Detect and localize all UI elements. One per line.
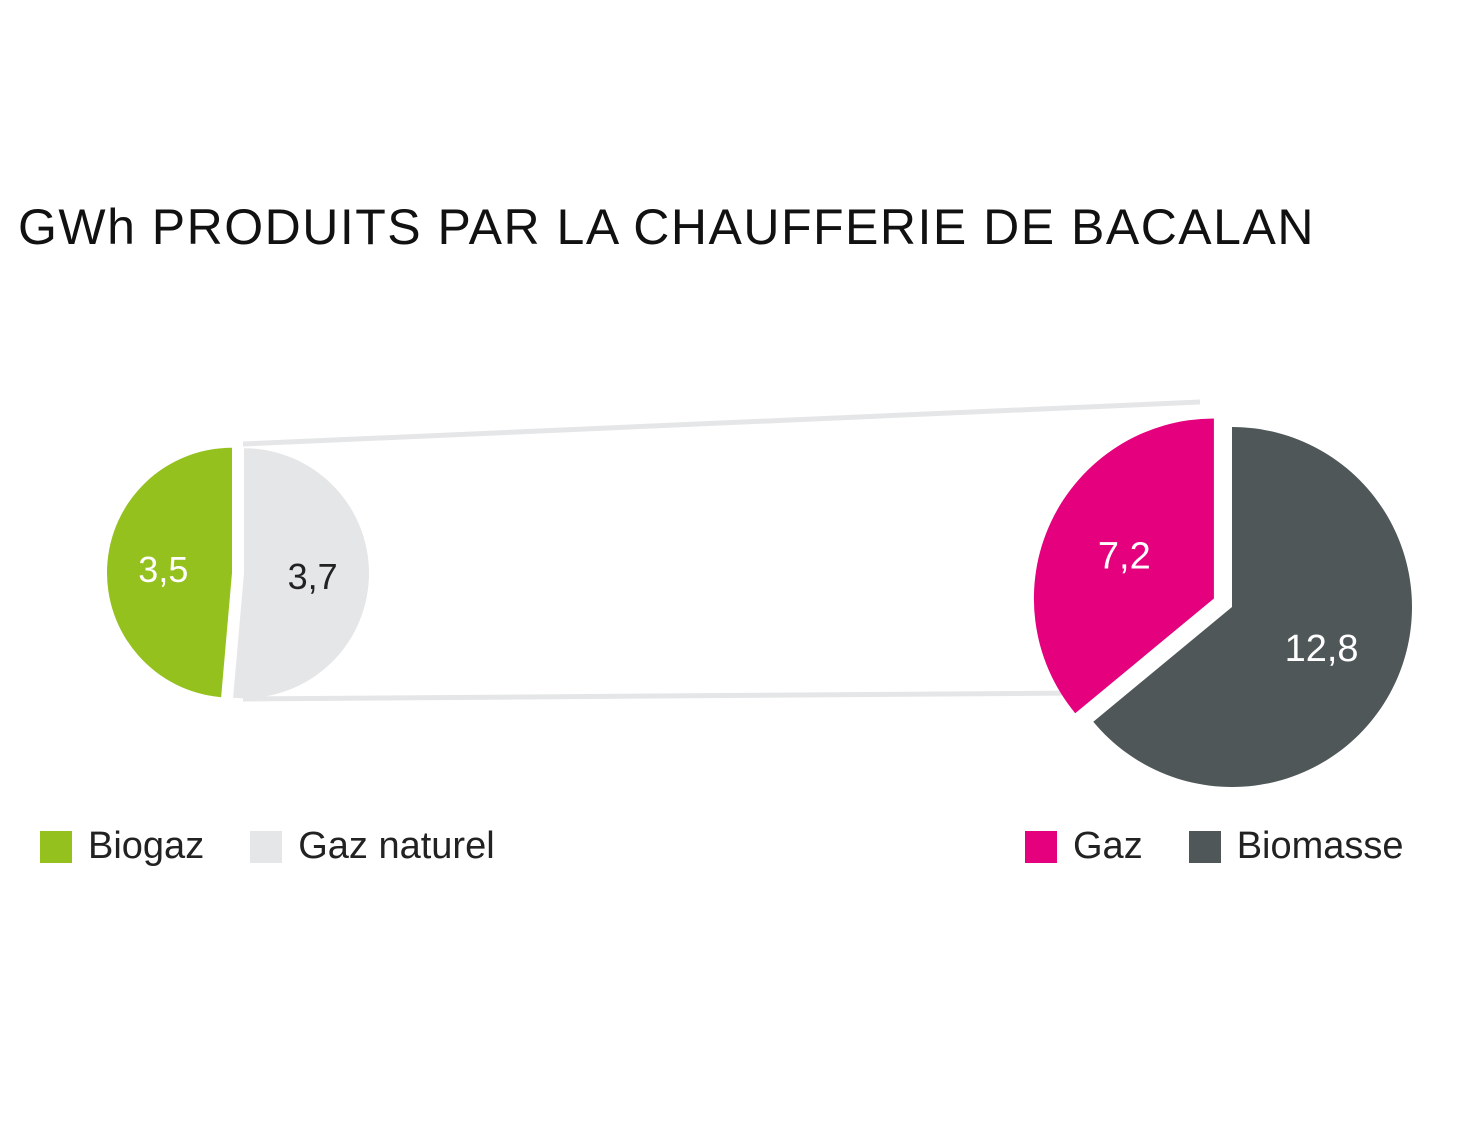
connector-line-bottom: [242, 690, 1079, 702]
pie-right: 7,2 12,8: [1033, 418, 1412, 787]
connector-line-top: [242, 399, 1201, 447]
pie-left: 3,5 3,7: [107, 447, 369, 699]
legend-item-biomasse: Biomasse: [1188, 825, 1404, 868]
legend-item-gaz-naturel: Gaz naturel: [250, 825, 495, 868]
pie-value-label-gaz-naturel: 3,7: [288, 556, 338, 597]
legend-label-biomasse: Biomasse: [1236, 825, 1404, 867]
legend-right: Gaz Biomasse: [1025, 825, 1404, 868]
pie-value-label-gaz: 7,2: [1098, 535, 1151, 577]
legend-swatch-gaz: [1025, 830, 1057, 863]
legend-swatch-gaz-naturel: [250, 830, 283, 863]
pie-slice-biomasse: [1093, 427, 1412, 787]
pie-value-label-biomasse: 12,8: [1285, 628, 1359, 670]
legend-label-gaz-naturel: Gaz naturel: [298, 825, 495, 867]
legend-item-biogaz: Biogaz: [40, 825, 204, 868]
pie-slice-gaz: [1033, 418, 1214, 714]
pie-slice-biogaz: [107, 447, 233, 698]
pie-value-label-biogaz: 3,5: [138, 549, 188, 590]
legend-left: Biogaz Gaz naturel: [40, 825, 495, 868]
legend-label-gaz: Gaz: [1073, 825, 1143, 867]
legend-swatch-biogaz: [40, 830, 72, 863]
legend-item-gaz: Gaz: [1025, 825, 1143, 868]
legend-swatch-biomasse: [1188, 830, 1221, 863]
legend-label-biogaz: Biogaz: [88, 825, 205, 867]
chart-title: GWh PRODUITS PAR LA CHAUFFERIE DE BACALA…: [18, 199, 1315, 255]
pie-slice-gaz-naturel: [233, 448, 369, 699]
